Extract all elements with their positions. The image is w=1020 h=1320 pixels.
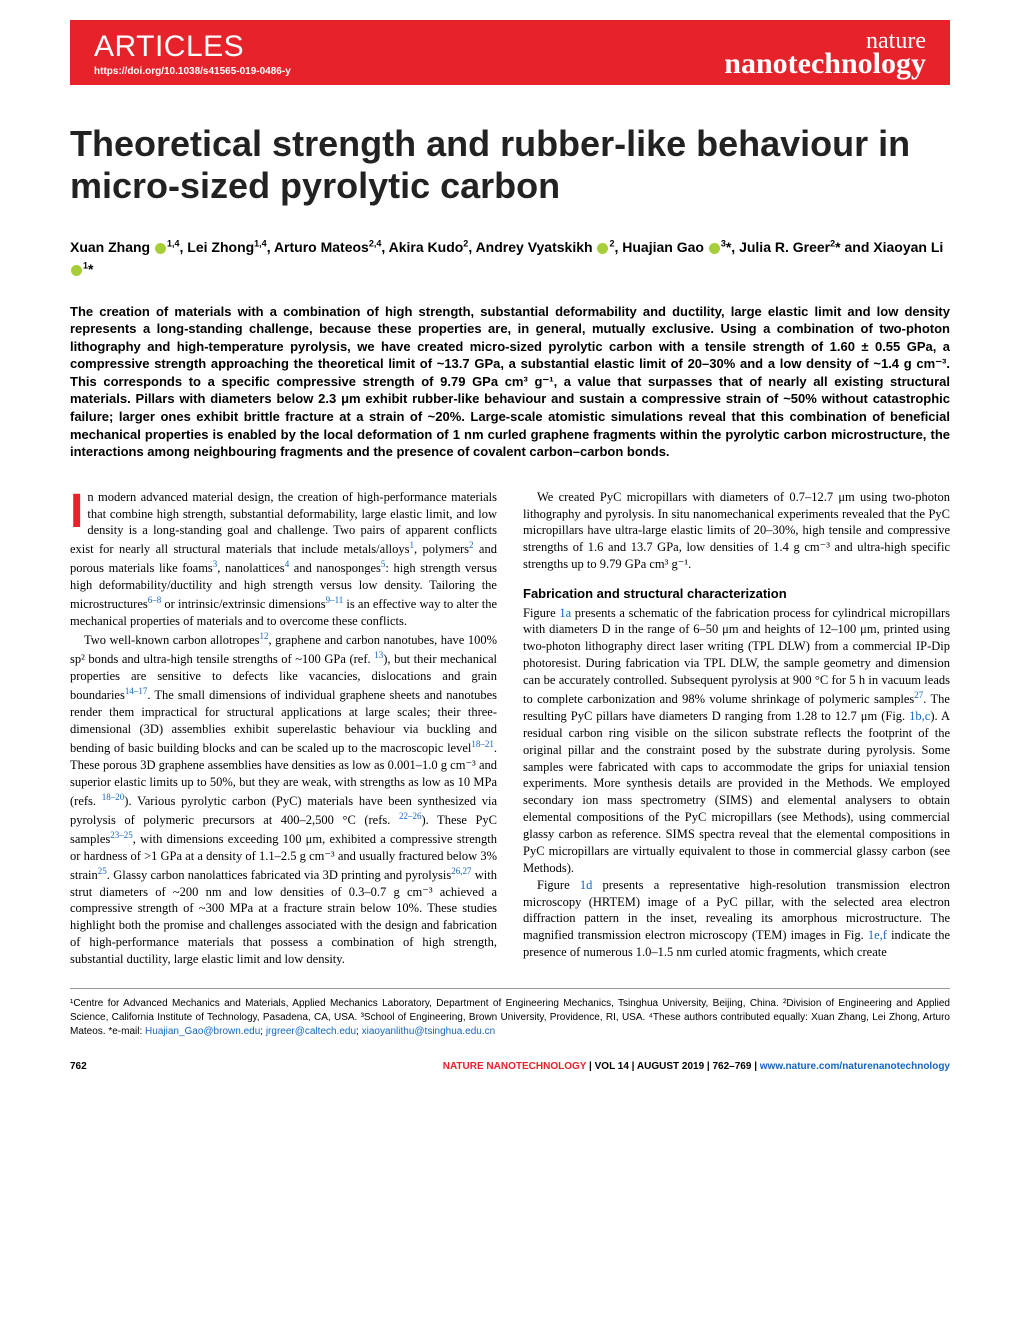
email-link[interactable]: xiaoyanlithu@tsinghua.edu.cn — [362, 1026, 496, 1037]
header-bar: ARTICLES https://doi.org/10.1038/s41565-… — [70, 20, 950, 85]
section-label: ARTICLES — [94, 30, 291, 64]
page-number: 762 — [70, 1061, 87, 1072]
paragraph: Figure 1a presents a schematic of the fa… — [523, 605, 950, 877]
article-title: Theoretical strength and rubber-like beh… — [70, 123, 950, 208]
citation[interactable]: 13 — [374, 650, 383, 660]
paragraph: Two well-known carbon allotropes12, grap… — [70, 630, 497, 968]
author-list: Xuan Zhang 1,4, Lei Zhong1,4, Arturo Mat… — [70, 236, 950, 281]
citation[interactable]: 25 — [98, 866, 107, 876]
citation[interactable]: 22–26 — [399, 811, 422, 821]
section-heading: Fabrication and structural characterizat… — [523, 585, 950, 603]
citation[interactable]: 9–11 — [326, 595, 344, 605]
email-link[interactable]: Huajian_Gao@brown.edu — [145, 1026, 260, 1037]
citation[interactable]: 12 — [260, 631, 269, 641]
journal-logo: nature nanotechnology — [724, 31, 926, 77]
journal-name-bottom: nanotechnology — [724, 51, 926, 77]
email-link[interactable]: jrgreer@caltech.edu — [266, 1026, 356, 1037]
dropcap: I — [70, 489, 87, 533]
paragraph: We created PyC micropillars with diamete… — [523, 489, 950, 573]
citation[interactable]: 23–25 — [110, 830, 133, 840]
divider — [70, 988, 950, 989]
citation[interactable]: 18–21 — [471, 739, 494, 749]
affiliations: ¹Centre for Advanced Mechanics and Mater… — [70, 997, 950, 1039]
figure-link[interactable]: 1a — [559, 606, 571, 620]
citation[interactable]: 27 — [914, 690, 923, 700]
page-footer: 762 NATURE NANOTECHNOLOGY | VOL 14 | AUG… — [70, 1061, 950, 1072]
doi-link[interactable]: https://doi.org/10.1038/s41565-019-0486-… — [94, 66, 291, 77]
journal-url[interactable]: www.nature.com/naturenanotechnology — [760, 1061, 950, 1072]
citation[interactable]: 14–17 — [125, 686, 148, 696]
body-text: In modern advanced material design, the … — [70, 489, 950, 968]
paragraph: In modern advanced material design, the … — [70, 489, 497, 630]
citation[interactable]: 26,27 — [451, 866, 471, 876]
header-left: ARTICLES https://doi.org/10.1038/s41565-… — [94, 30, 291, 77]
footer-citation: NATURE NANOTECHNOLOGY | VOL 14 | AUGUST … — [443, 1061, 950, 1072]
paragraph: Figure 1d presents a representative high… — [523, 877, 950, 961]
figure-link[interactable]: 1b,c — [909, 709, 930, 723]
figure-link[interactable]: 1d — [580, 878, 593, 892]
abstract: The creation of materials with a combina… — [70, 303, 950, 461]
citation[interactable]: 18–20 — [102, 792, 125, 802]
figure-link[interactable]: 1e,f — [868, 928, 887, 942]
citation[interactable]: 6–8 — [148, 595, 162, 605]
